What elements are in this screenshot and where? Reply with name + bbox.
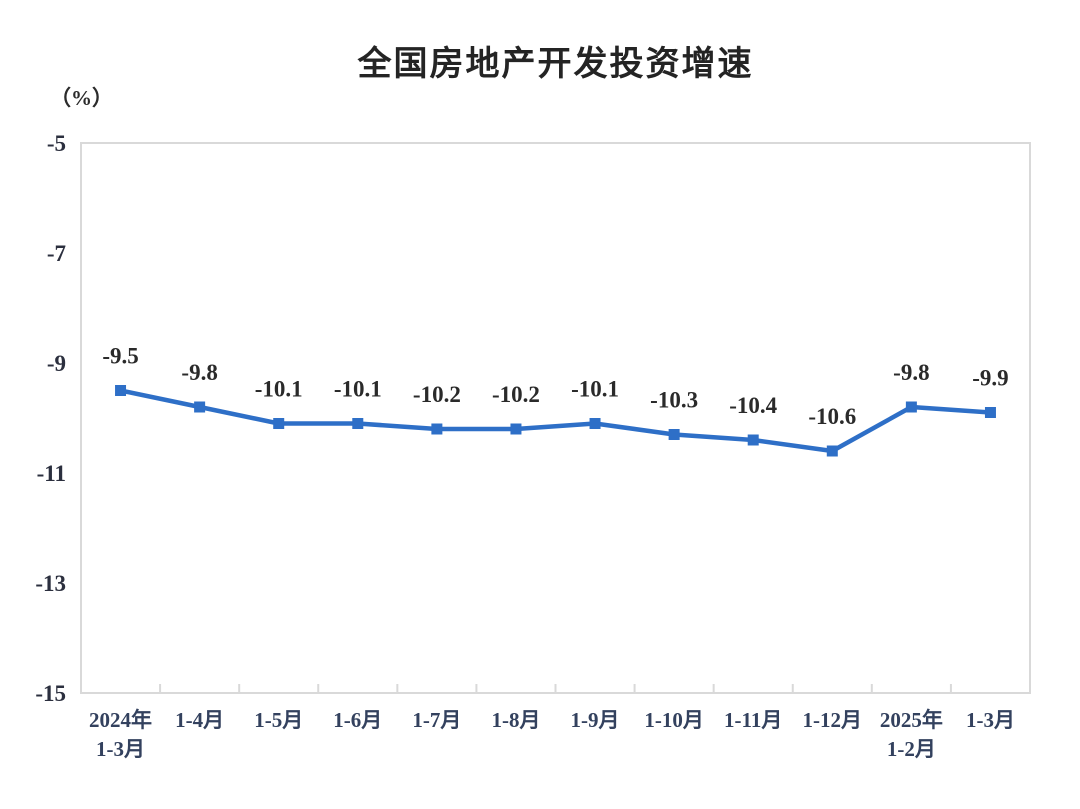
data-point-marker [668, 429, 680, 440]
data-point-marker [194, 401, 206, 413]
data-point-label: -9.8 [893, 360, 929, 385]
x-tick-label: 1-5月 [254, 708, 303, 732]
data-point-label: -10.3 [650, 388, 698, 413]
data-point-marker [747, 434, 759, 446]
data-point-label: -10.2 [413, 382, 461, 407]
data-point-marker [273, 418, 285, 429]
data-point-marker [510, 423, 522, 435]
data-point-marker [905, 401, 917, 413]
data-point-marker [589, 418, 601, 429]
x-tick-label: 1-9月 [571, 708, 620, 732]
data-point-marker [115, 385, 127, 396]
data-point-label: -9.8 [181, 360, 217, 385]
y-tick-label: -15 [35, 681, 66, 706]
chart-title: 全国房地产开发投资增速 [357, 45, 754, 83]
y-tick-label: -5 [47, 131, 66, 156]
x-tick-label: 1-3月 [966, 708, 1015, 732]
x-tick-label: 2025年 1-2月 [880, 708, 943, 761]
y-tick-label: -9 [47, 351, 66, 376]
x-tick-label: 1-11月 [724, 708, 782, 732]
y-tick-label: -11 [37, 461, 66, 486]
data-point-label: -9.5 [102, 344, 138, 369]
x-tick-label: 1-8月 [491, 708, 540, 732]
data-point-marker [826, 445, 838, 457]
data-point-label: -10.2 [492, 382, 540, 407]
x-tick-label: 1-12月 [803, 708, 863, 732]
y-tick-label: -13 [35, 571, 66, 596]
data-point-label: -10.1 [255, 377, 303, 402]
data-point-label: -10.6 [808, 404, 856, 429]
data-point-label: -9.9 [972, 366, 1008, 391]
y-axis-unit-label: （%） [50, 86, 113, 110]
y-tick-label: -7 [47, 241, 66, 266]
data-point-label: -10.4 [729, 393, 777, 418]
data-point-marker [352, 418, 364, 429]
x-tick-label: 2024年 1-3月 [89, 708, 152, 761]
x-tick-label: 1-6月 [333, 708, 382, 732]
data-line [118, 388, 993, 454]
data-point-label: -10.1 [334, 377, 382, 402]
x-tick-label: 1-4月 [175, 708, 224, 732]
data-point-marker [984, 407, 996, 418]
x-tick-label: 1-7月 [412, 708, 461, 732]
x-tick-label: 1-10月 [644, 708, 704, 732]
data-point-label: -10.1 [571, 377, 619, 402]
data-point-marker [431, 423, 443, 435]
